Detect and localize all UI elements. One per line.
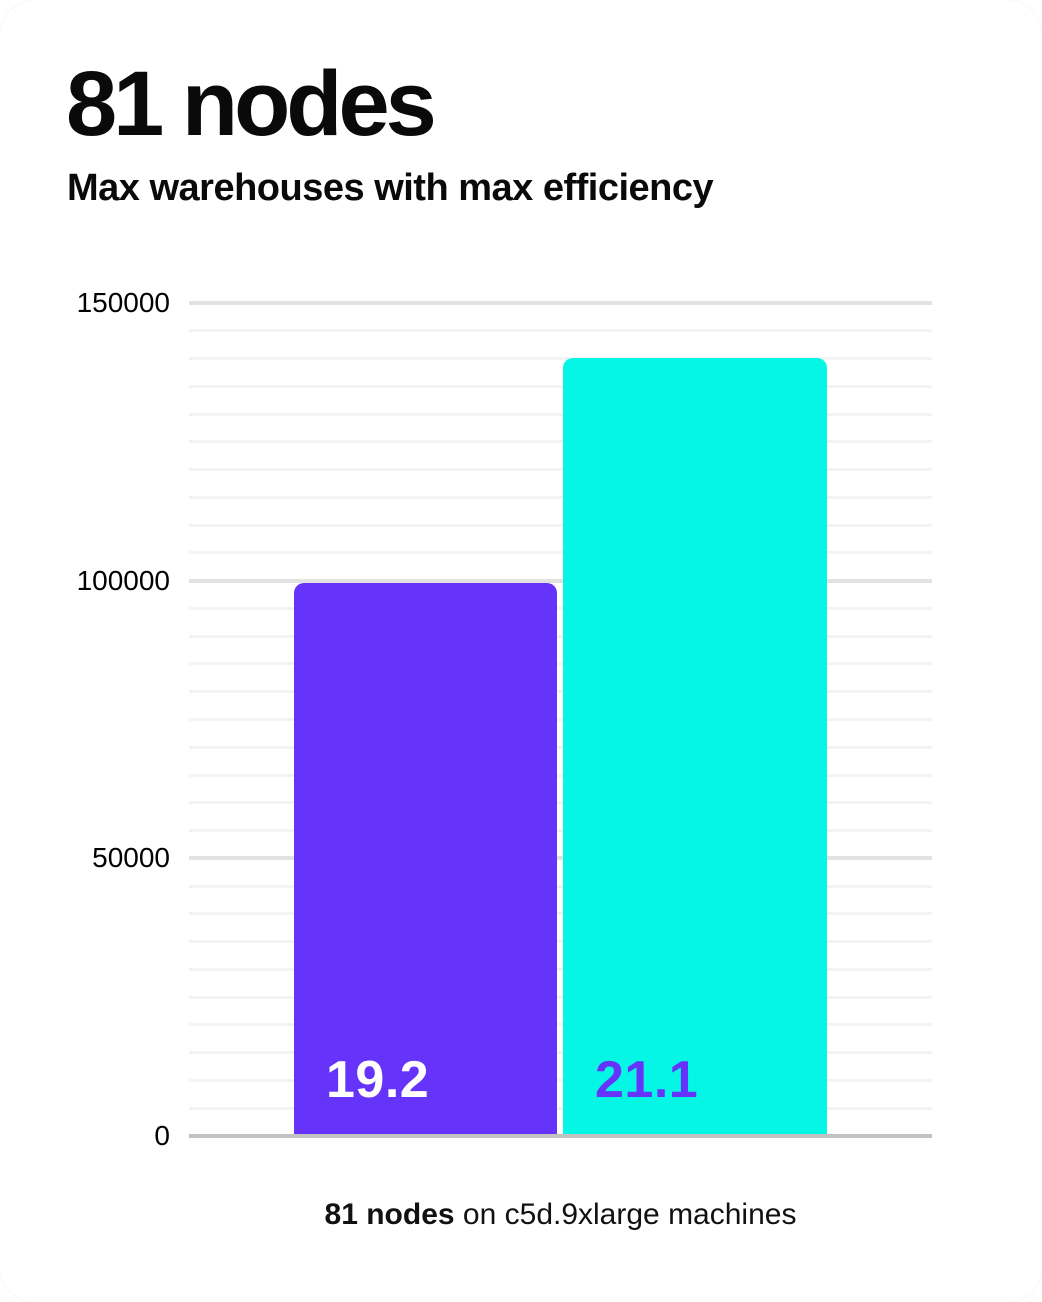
gridline-minor [189,801,932,805]
gridline-major [189,856,932,861]
gridline-minor [189,662,932,666]
gridline-minor [189,551,932,555]
gridline-minor [189,718,932,721]
gridline-minor [189,995,932,999]
gridline-minor [189,829,932,833]
bar-value-label: 21.1 [595,1051,699,1109]
y-tick-label: 100000 [76,564,170,596]
gridline-minor [189,634,932,638]
gridline-minor [189,1051,932,1055]
gridline-minor [189,357,932,361]
gridline-minor [189,1106,932,1110]
gridline-minor [189,468,932,472]
y-axis: 0 50000 100000 150000 [40,0,170,1302]
gridline-minor [189,912,932,916]
y-tick-label: 50000 [92,842,170,874]
gridline-minor [189,412,932,416]
caption-regular-text: on c5d.9xlarge machines [454,1198,797,1231]
gridline-minor [189,440,932,444]
gridline-minor [189,384,932,388]
gridline-minor [189,967,932,971]
bar-value-label: 19.2 [326,1051,430,1109]
bar-21.1: 21.1 [563,358,827,1136]
gridline-major [189,578,932,583]
gridline-minor [189,884,932,888]
gridline-minor [189,523,932,527]
y-tick-label: 150000 [76,287,170,318]
chart-caption: 81 nodes on c5d.9xlarge machines [189,1198,932,1232]
gridline-minor [189,690,932,694]
gridline-minor [189,1078,932,1082]
gridline-major [189,301,932,305]
gridline-minor [189,606,932,610]
gridline-minor [189,773,932,777]
caption-bold-text: 81 nodes [324,1198,455,1231]
y-tick-label: 0 [154,1120,170,1151]
gridline-minor [189,745,932,749]
plot-area: 19.2 21.1 [189,301,932,1138]
bar-19.2: 19.2 [294,583,557,1136]
gridline-minor [189,940,932,944]
x-axis-baseline [189,1134,932,1138]
page-title: 81 nodes [66,53,437,155]
gridline-minor [189,495,932,499]
gridline-minor [189,329,932,333]
page-subtitle: Max warehouses with max efficiency [67,167,714,209]
gridline-minor [189,1023,932,1027]
